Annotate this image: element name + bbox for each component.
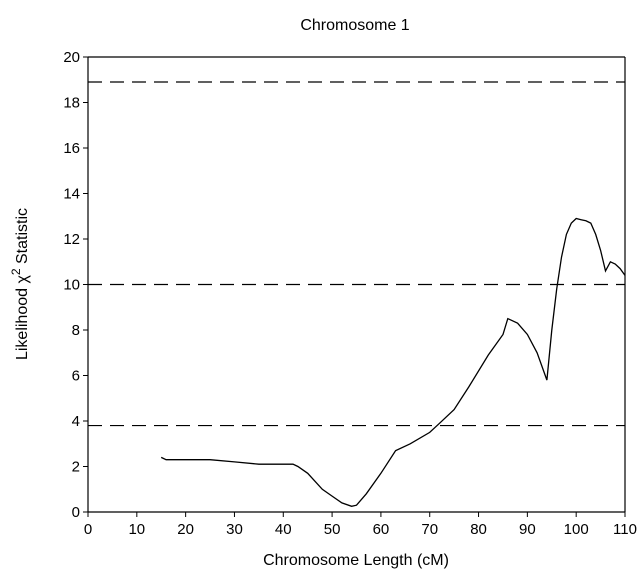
x-axis-title: Chromosome Length (cM) [263,552,449,569]
likelihood-curve [160,217,626,507]
y-axis-title: Likelihood χ2 Statistic [9,208,31,360]
x-tick-label: 50 [324,521,341,538]
y-axis-title-symbol: χ [14,275,31,284]
chart-title: Chromosome 1 [300,17,409,34]
y-tick-label: 14 [63,186,80,203]
y-tick-label: 10 [63,277,80,294]
y-tick-label: 12 [63,231,80,248]
y-tick-label: 18 [63,95,80,112]
y-tick-label: 8 [72,322,80,339]
y-tick-label: 2 [72,459,80,476]
plot-area: 0 10 20 30 40 50 60 70 80 90 100 110 0 2 4 6 8 10 12 14 16 18… [63,49,637,538]
x-tick-label: 10 [128,521,145,538]
x-tick-label: 80 [470,521,487,538]
threshold-lines [88,81,625,427]
x-tick-label: 0 [84,521,92,538]
axis-ticks: 0 10 20 30 40 50 60 70 80 90 100 110 0 2 4 6 8 10 12 14 16 18… [63,49,637,538]
y-axis-title-prefix: Likelihood [14,284,31,361]
y-axis-title-suffix: Statistic [14,208,31,268]
x-tick-label: 70 [421,521,438,538]
x-tick-label: 110 [613,521,637,538]
y-tick-label: 16 [63,140,80,157]
y-axis-title-superscript: 2 [9,268,23,275]
y-tick-label: 6 [72,368,80,385]
x-tick-label: 20 [177,521,194,538]
x-tick-label: 30 [226,521,243,538]
x-tick-label: 60 [373,521,390,538]
x-tick-label: 90 [519,521,536,538]
y-tick-label: 0 [72,504,80,521]
y-tick-label: 20 [63,49,80,66]
x-tick-label: 40 [275,521,292,538]
x-tick-label: 100 [564,521,589,538]
y-tick-label: 4 [72,413,80,430]
